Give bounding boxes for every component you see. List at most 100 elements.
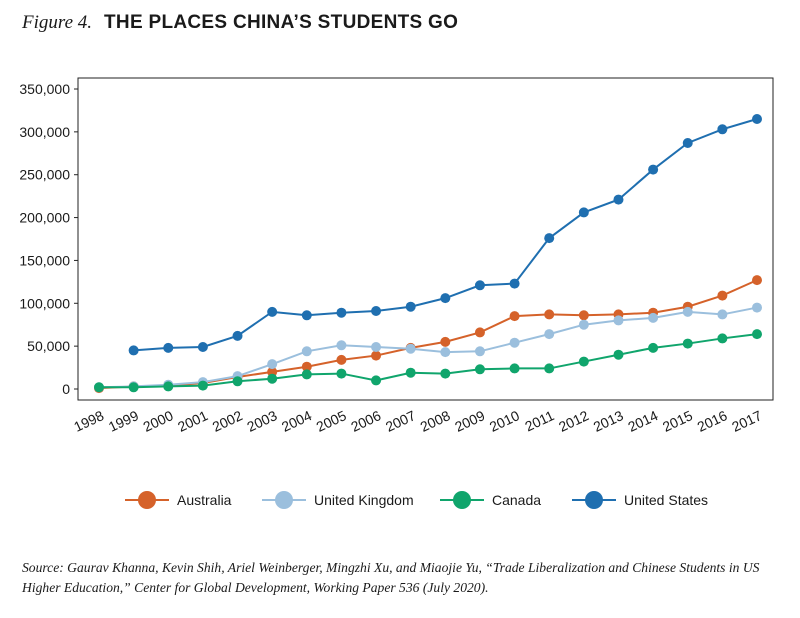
data-point	[752, 114, 762, 124]
data-point	[717, 290, 728, 301]
data-point	[301, 346, 312, 357]
data-point	[336, 340, 347, 351]
legend-item: United Kingdom	[262, 491, 414, 509]
data-point	[717, 333, 728, 344]
x-tick-label: 2001	[175, 407, 210, 435]
data-point	[509, 337, 520, 348]
y-tick-label: 0	[62, 381, 70, 397]
x-tick-label: 2011	[522, 407, 556, 434]
data-point	[94, 382, 104, 393]
data-point	[440, 368, 451, 379]
x-tick-label: 2003	[244, 407, 279, 435]
y-tick-label: 50,000	[27, 338, 70, 354]
data-point	[682, 306, 693, 317]
y-tick-label: 100,000	[19, 295, 70, 311]
data-point	[752, 275, 762, 286]
x-tick-label: 2004	[279, 407, 314, 435]
figure-label: Figure 4.	[22, 12, 93, 33]
data-point	[578, 207, 589, 218]
data-point	[267, 366, 278, 377]
legend-label: United States	[624, 492, 708, 508]
data-point	[578, 356, 589, 367]
legend-label: United Kingdom	[314, 492, 414, 508]
data-point	[197, 342, 208, 352]
series-canada	[94, 329, 762, 393]
data-point	[440, 293, 451, 304]
data-point	[717, 124, 728, 135]
legend-marker	[138, 491, 156, 509]
x-tick-label: 2015	[660, 407, 695, 435]
legend-label: Australia	[177, 492, 232, 508]
legend-marker	[275, 491, 293, 509]
x-tick-label: 2000	[141, 407, 176, 435]
x-tick-label: 2016	[695, 407, 730, 435]
x-tick-label: 2007	[383, 407, 418, 435]
x-tick-label: 2008	[418, 407, 453, 435]
data-point	[648, 312, 659, 323]
data-point	[336, 354, 347, 365]
x-tick-label: 2005	[314, 407, 349, 435]
data-point	[474, 346, 485, 357]
x-tick-label: 2002	[210, 407, 245, 435]
x-tick-label: 1999	[106, 407, 141, 435]
data-point	[474, 364, 485, 375]
legend-item: Australia	[125, 491, 232, 509]
data-point	[613, 315, 624, 326]
data-point	[301, 361, 312, 372]
legend-item: United States	[572, 491, 708, 509]
legend-label: Canada	[492, 492, 541, 508]
data-point	[232, 376, 243, 387]
data-point	[405, 301, 416, 312]
x-tick-label: 1998	[71, 407, 106, 435]
x-tick-label: 2014	[625, 407, 660, 435]
data-point	[648, 342, 659, 353]
figure-title: Figure 4. THE PLACES CHINA’S STUDENTS GO	[22, 12, 458, 40]
data-point	[267, 359, 278, 370]
data-point	[371, 306, 382, 316]
data-point	[267, 306, 278, 317]
data-point	[717, 309, 728, 320]
data-point	[544, 329, 555, 340]
data-point	[682, 138, 693, 148]
y-tick-label: 200,000	[19, 210, 70, 226]
data-point	[474, 327, 485, 338]
data-point	[440, 347, 451, 358]
y-tick-label: 300,000	[19, 124, 70, 140]
y-tick-label: 150,000	[19, 252, 70, 268]
figure-heading: THE PLACES CHINA’S STUDENTS GO	[104, 12, 459, 33]
chart-series	[94, 114, 762, 394]
legend-item: Canada	[440, 491, 541, 509]
data-point	[128, 382, 139, 393]
data-point	[405, 343, 416, 354]
data-point	[474, 280, 485, 291]
data-point	[544, 363, 555, 374]
data-point	[301, 369, 312, 380]
series-line	[99, 333, 758, 389]
series-australia	[94, 275, 762, 394]
line-chart: 0 50,000 100,000 150,000 200,000 250,000 300,0…	[19, 77, 774, 509]
data-point	[613, 194, 624, 205]
data-point	[752, 329, 762, 340]
data-point	[509, 278, 520, 289]
data-point	[509, 311, 520, 322]
series-united-states	[128, 114, 762, 356]
data-point	[613, 349, 624, 360]
chart-legend: Australia United Kingdom Canada United Stat…	[125, 491, 708, 509]
data-point	[544, 309, 555, 320]
x-tick-label: 2009	[452, 407, 487, 435]
legend-marker	[453, 491, 471, 509]
data-point	[371, 342, 382, 352]
x-tick-label: 2010	[487, 407, 522, 435]
y-tick-label: 250,000	[19, 167, 70, 183]
data-point	[163, 381, 174, 392]
data-point	[371, 350, 382, 361]
data-point	[509, 363, 520, 374]
data-point	[440, 336, 451, 347]
data-point	[232, 330, 243, 341]
data-point	[578, 310, 589, 321]
data-point	[371, 375, 382, 386]
x-tick-label: 2013	[591, 407, 626, 435]
data-point	[197, 380, 208, 391]
y-tick-label: 350,000	[19, 81, 70, 97]
data-point	[405, 367, 416, 378]
